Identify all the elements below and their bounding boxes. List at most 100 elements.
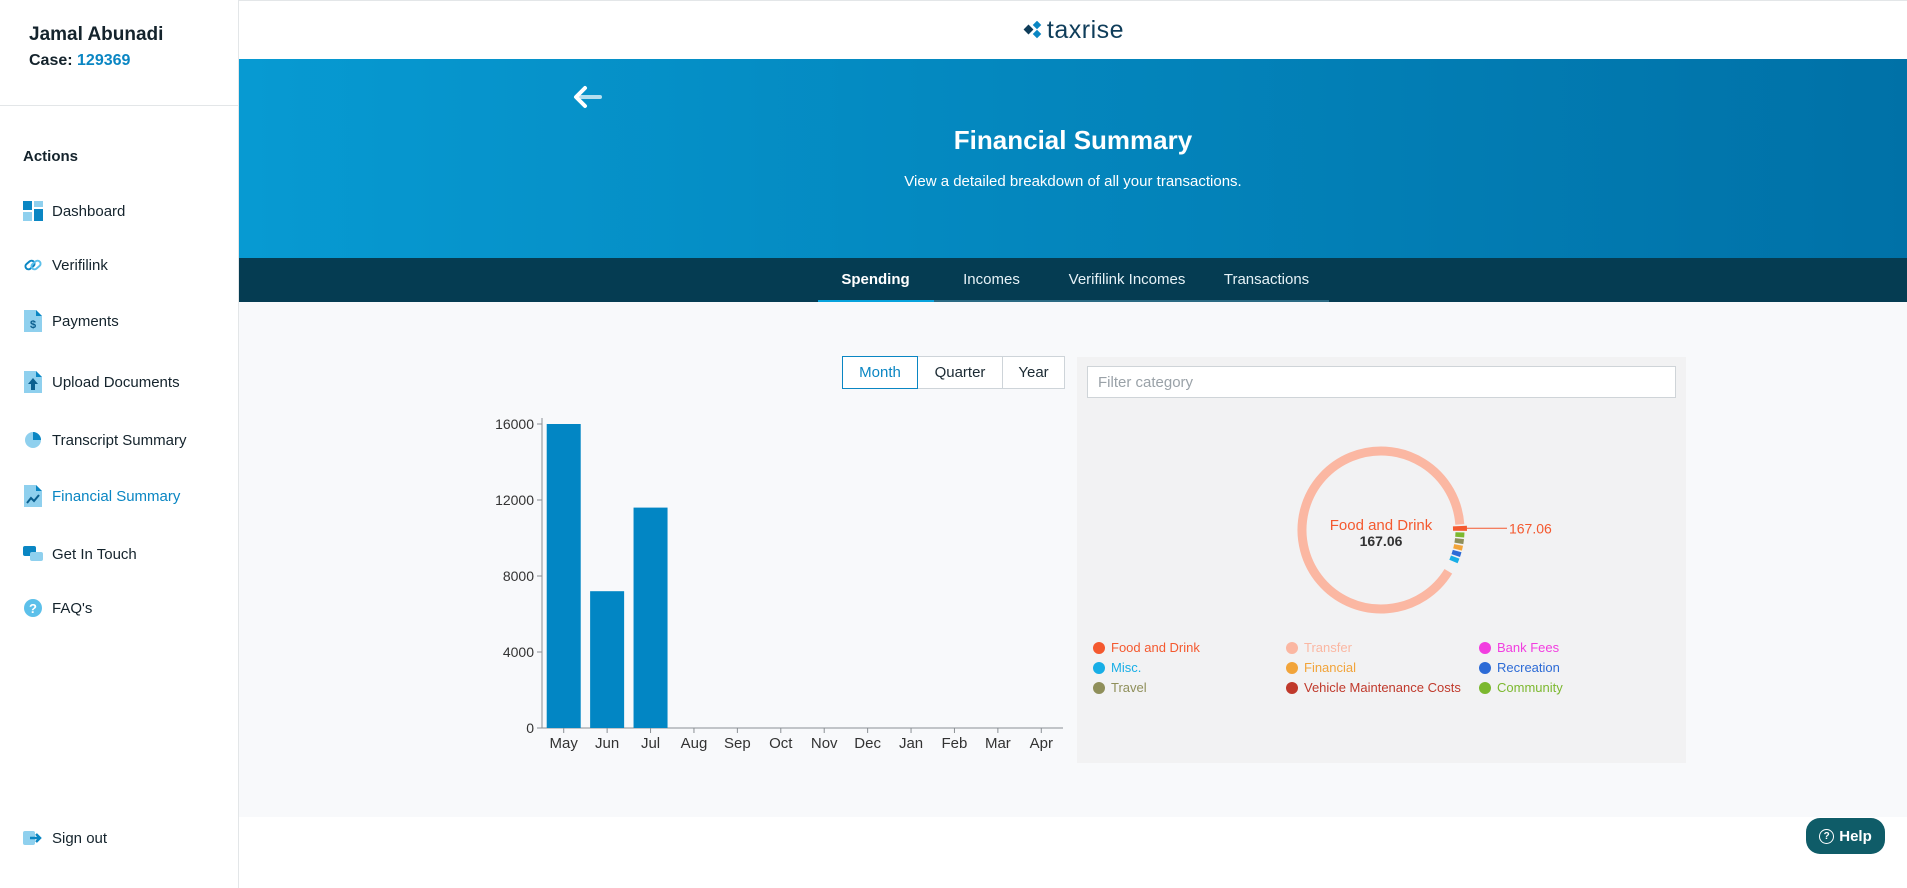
arrow-left-icon	[574, 86, 602, 108]
x-tick-label: May	[550, 735, 579, 752]
page-title: Financial Summary	[953, 125, 1193, 155]
dollar-document-icon: $	[23, 310, 43, 332]
legend-label: Community	[1497, 680, 1563, 695]
legend-label: Travel	[1111, 680, 1147, 695]
legend-label: Bank Fees	[1497, 640, 1560, 655]
donut-center-label: Food and Drink	[1330, 517, 1433, 534]
spending-bar-chart: 0 4000 8000 12000 16000 May Jun Jul Aug Sep Oct Nov…	[495, 416, 1063, 752]
sidebar-item-label: Payments	[52, 312, 119, 330]
chart-document-icon	[23, 485, 43, 507]
legend-label: Vehicle Maintenance Costs	[1304, 680, 1461, 695]
legend-item[interactable]: Community	[1479, 680, 1563, 695]
svg-text:?: ?	[29, 601, 37, 616]
legend-item[interactable]: Recreation	[1479, 660, 1560, 675]
period-year-button[interactable]: Year	[1002, 356, 1065, 389]
sign-out-button[interactable]: Sign out	[23, 827, 107, 849]
x-tick-label: Nov	[811, 735, 838, 752]
tab-verifilink-incomes[interactable]: Verifilink Incomes	[1049, 258, 1205, 302]
user-name: Jamal Abunadi	[29, 24, 164, 45]
legend-dot	[1286, 661, 1298, 674]
hero-banner: Financial Summary View a detailed breakd…	[239, 59, 1907, 258]
legend-label: Misc.	[1111, 660, 1142, 675]
sidebar-item-get-in-touch[interactable]: Get In Touch	[23, 543, 137, 565]
svg-text:$: $	[30, 319, 36, 331]
help-button[interactable]: ? Help	[1806, 818, 1885, 854]
legend-item[interactable]: Misc.	[1093, 660, 1141, 675]
slice-misc[interactable]	[1449, 555, 1460, 564]
sidebar-item-label: Financial Summary	[52, 487, 181, 505]
slice-transfer[interactable]	[1297, 446, 1465, 614]
legend-dot	[1479, 641, 1491, 654]
donut-center-value: 167.06	[1360, 533, 1403, 549]
sidebar-item-financial-summary[interactable]: Financial Summary	[23, 485, 180, 507]
help-label: Help	[1839, 827, 1872, 845]
back-button[interactable]	[573, 85, 603, 114]
filter-category-input[interactable]	[1087, 366, 1676, 398]
sidebar-item-verifilink[interactable]: Verifilink	[23, 254, 108, 276]
legend-label: Recreation	[1497, 660, 1560, 675]
bar-may[interactable]	[546, 424, 581, 728]
legend-item[interactable]: Travel	[1093, 680, 1147, 695]
tab-spending[interactable]: Spending	[817, 258, 934, 302]
sidebar-item-payments[interactable]: $ Payments	[23, 310, 119, 332]
period-toggle: Month Quarter Year	[842, 356, 1065, 389]
tabs-bar: Spending Incomes Verifilink Incomes Tran…	[239, 258, 1907, 302]
sidebar-item-label: Transcript Summary	[52, 431, 187, 449]
slice-recreation[interactable]	[1451, 549, 1462, 558]
sign-out-label: Sign out	[52, 829, 108, 847]
pie-chart-icon	[23, 429, 43, 451]
help-icon: ?	[1819, 828, 1835, 844]
sidebar-item-dashboard[interactable]: Dashboard	[23, 200, 125, 222]
dashboard-icon	[23, 200, 43, 222]
page-subtitle: View a detailed breakdown of all your tr…	[904, 173, 1242, 190]
x-tick-label: Jan	[899, 735, 923, 752]
period-month-button[interactable]: Month	[842, 356, 918, 389]
legend-dot	[1286, 681, 1298, 694]
x-tick-label: Jun	[595, 735, 619, 752]
upload-document-icon	[23, 371, 43, 393]
callout-label: 167.06	[1509, 520, 1552, 536]
sidebar-item-label: Verifilink	[52, 256, 108, 274]
legend-item[interactable]: Financial	[1286, 660, 1356, 675]
case-line: Case: 129369	[29, 52, 238, 70]
question-icon: ?	[23, 597, 43, 619]
legend-item[interactable]: Vehicle Maintenance Costs	[1286, 680, 1461, 695]
sidebar-item-label: Get In Touch	[52, 545, 137, 563]
legend-label: Transfer	[1304, 640, 1352, 655]
x-tick-label: Aug	[681, 735, 708, 752]
legend-dot	[1093, 681, 1105, 694]
bar-jul[interactable]	[633, 507, 668, 728]
x-tick-label: Dec	[854, 735, 881, 752]
user-block: Jamal Abunadi Case: 129369	[0, 0, 238, 106]
sign-out-icon	[23, 827, 43, 849]
actions-title: Actions	[23, 148, 79, 165]
bar-jun[interactable]	[590, 591, 625, 728]
sidebar-item-label: FAQ's	[52, 599, 93, 617]
x-tick-label: Sep	[724, 735, 751, 752]
legend-dot	[1093, 641, 1105, 654]
tab-incomes[interactable]: Incomes	[933, 258, 1050, 302]
slice-travel[interactable]	[1454, 538, 1464, 545]
chat-icon	[23, 543, 43, 565]
legend-item[interactable]: Bank Fees	[1479, 640, 1559, 655]
slice-financial[interactable]	[1453, 544, 1463, 551]
y-tick-label: 8000	[503, 568, 534, 584]
x-tick-label: Oct	[769, 735, 793, 752]
legend-dot	[1479, 681, 1491, 694]
link-icon	[23, 254, 43, 276]
y-tick-label: 16000	[495, 416, 534, 432]
legend-item[interactable]: Food and Drink	[1093, 640, 1200, 655]
x-tick-label: Feb	[942, 735, 968, 752]
legend-item[interactable]: Transfer	[1286, 640, 1352, 655]
legend-dot	[1286, 641, 1298, 654]
sidebar-item-transcript-summary[interactable]: Transcript Summary	[23, 429, 186, 451]
sidebar-item-label: Upload Documents	[52, 373, 180, 391]
sidebar-item-upload-documents[interactable]: Upload Documents	[23, 371, 180, 393]
taxrise-logo[interactable]: taxrise	[1022, 16, 1124, 45]
legend-label: Food and Drink	[1111, 640, 1200, 655]
tab-transactions[interactable]: Transactions	[1204, 258, 1329, 302]
sidebar: Jamal Abunadi Case: 129369 Actions Dashb…	[0, 0, 239, 888]
sidebar-item-faqs[interactable]: ? FAQ's	[23, 597, 92, 619]
